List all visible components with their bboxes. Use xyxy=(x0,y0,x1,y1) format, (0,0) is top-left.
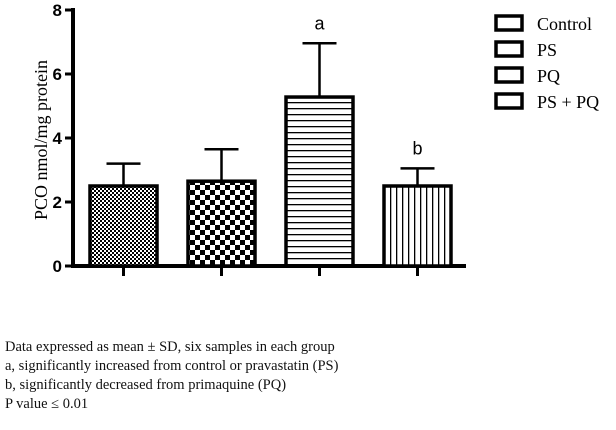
y-tick-label: 2 xyxy=(53,193,62,212)
bar-chart: 0 2 4 6 8 a b Control PS PQ PS + PQ PCO nmol/mg pr… xyxy=(31,1,599,276)
legend-label: PQ xyxy=(537,66,560,86)
note-line: b, significantly decreased from primaqui… xyxy=(5,377,287,393)
y-tick-label: 8 xyxy=(53,1,62,20)
legend-label: PS + PQ xyxy=(537,92,599,112)
y-axis-label: PCO nmol/mg protein xyxy=(31,60,51,220)
bar-pq xyxy=(284,95,355,268)
significance-label: a xyxy=(314,13,325,33)
bar-control xyxy=(88,184,159,268)
legend-swatch xyxy=(494,92,524,110)
footnotes: Data expressed as mean ± SD, six samples… xyxy=(5,338,338,414)
legend-swatch xyxy=(494,66,524,84)
legend-swatch xyxy=(494,14,524,32)
legend-label: PS xyxy=(537,40,557,60)
note-line: P value ≤ 0.01 xyxy=(5,396,89,412)
note-line: a, significantly increased from control … xyxy=(5,358,339,374)
legend-label: Control xyxy=(537,14,592,34)
bar-ps-pq xyxy=(382,184,453,268)
y-tick-label: 6 xyxy=(53,65,62,84)
significance-label: b xyxy=(412,138,422,158)
legend-swatch xyxy=(494,40,524,58)
y-tick-label: 0 xyxy=(53,257,62,276)
y-tick-label: 4 xyxy=(53,129,63,148)
bar-ps xyxy=(186,179,257,268)
note-line: Data expressed as mean ± SD, six samples… xyxy=(5,339,335,355)
